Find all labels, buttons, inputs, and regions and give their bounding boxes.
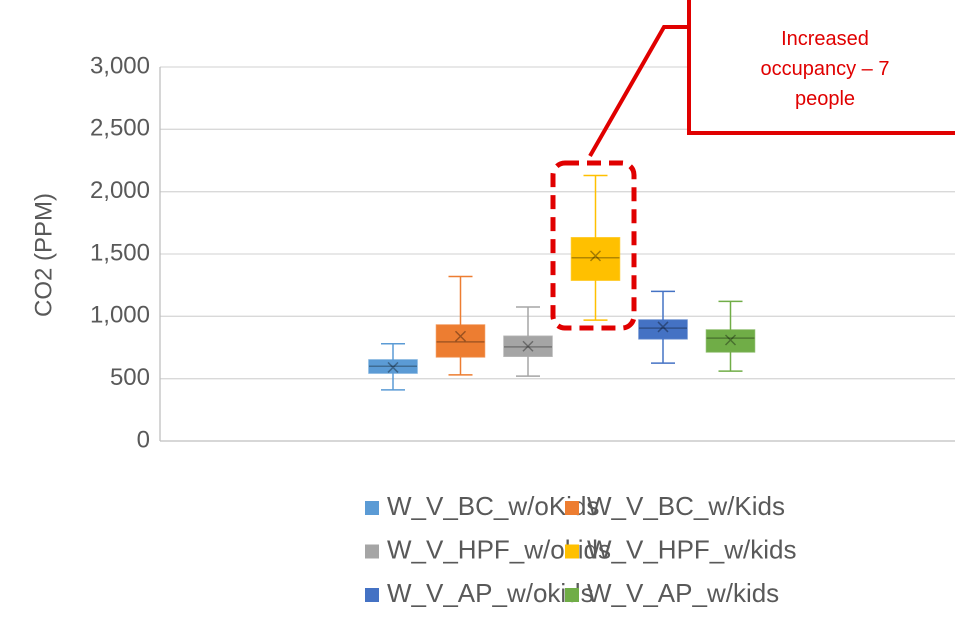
- mean-marker: [387, 361, 399, 373]
- mean-marker: [657, 321, 669, 333]
- y-tick-label: 2,500: [90, 115, 150, 142]
- y-tick-label: 1,000: [90, 302, 150, 329]
- legend-label: W_V_AP_w/okids: [387, 578, 594, 608]
- box: [570, 237, 621, 281]
- box: [638, 319, 688, 340]
- mean-marker: [724, 334, 737, 346]
- mean-marker: [522, 340, 534, 352]
- legend-swatch: [565, 588, 579, 602]
- mean-marker: [454, 330, 467, 342]
- legend-swatch: [565, 544, 579, 559]
- legend-label: W_V_HPF_w/kids: [587, 534, 797, 564]
- highlight-box: [550, 160, 637, 331]
- annotation: Increased occupancy – 7 people: [760, 28, 890, 110]
- legend-swatch: [365, 501, 379, 515]
- box: [705, 329, 756, 353]
- legend-swatch: [365, 588, 379, 602]
- y-tick-label: 2,000: [90, 177, 150, 204]
- legend-swatch: [565, 501, 579, 515]
- callout-line: [588, 25, 688, 157]
- y-axis-label: CO2 (PPM): [30, 193, 57, 317]
- legend-label: W_V_BC_w/Kids: [587, 491, 785, 521]
- legend-label: W_V_AP_w/kids: [587, 578, 779, 608]
- y-tick-label: 1,500: [90, 239, 150, 266]
- legend-swatch: [365, 544, 379, 559]
- legend-label: W_V_BC_w/oKids: [387, 491, 599, 521]
- callout-box: [687, 0, 955, 135]
- y-tick-label: 3,000: [90, 52, 150, 79]
- mean-marker: [589, 250, 602, 262]
- box: [368, 359, 418, 374]
- y-tick-label: 0: [137, 426, 150, 453]
- box: [503, 335, 553, 357]
- box: [435, 324, 486, 358]
- y-tick-label: 500: [110, 364, 150, 391]
